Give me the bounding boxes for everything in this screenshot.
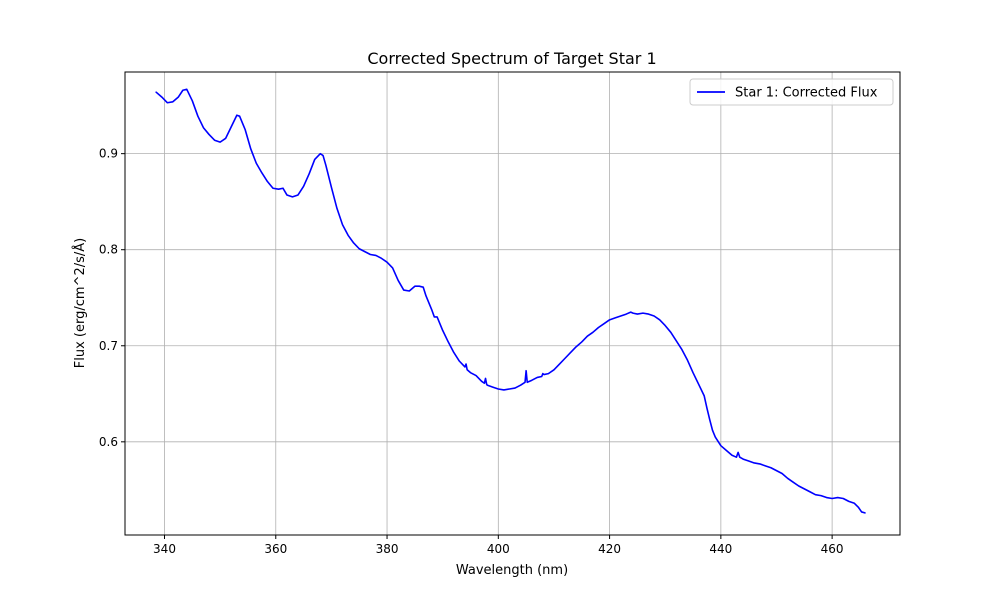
legend-label: Star 1: Corrected Flux bbox=[735, 86, 878, 101]
x-tick-label: 380 bbox=[376, 542, 399, 556]
y-tick-label: 0.6 bbox=[99, 435, 118, 449]
y-tick-label: 0.7 bbox=[99, 339, 118, 353]
x-axis-title: Wavelength (nm) bbox=[456, 563, 568, 578]
x-tick-label: 440 bbox=[709, 542, 732, 556]
x-tick-label: 340 bbox=[153, 542, 176, 556]
legend-box bbox=[689, 78, 894, 106]
y-tick-label: 0.8 bbox=[99, 243, 118, 257]
x-tick-label: 460 bbox=[821, 542, 844, 556]
x-tick-label: 400 bbox=[487, 542, 510, 556]
x-axis-ticks: 340 360 380 400 420 440 460 bbox=[153, 535, 844, 556]
legend: Star 1: Corrected Flux bbox=[689, 78, 894, 106]
series-line-star-1 bbox=[155, 88, 866, 514]
y-axis-title: Flux (erg/cm^2/s/Å) bbox=[72, 238, 88, 368]
chart-title: Corrected Spectrum of Target Star 1 bbox=[367, 49, 656, 68]
y-axis-ticks: 0.6 0.7 0.8 0.9 bbox=[99, 147, 125, 449]
x-tick-label: 420 bbox=[598, 542, 621, 556]
y-tick-label: 0.9 bbox=[99, 147, 118, 161]
x-tick-label: 360 bbox=[264, 542, 287, 556]
plot-frame bbox=[124, 71, 901, 536]
grid-lines bbox=[125, 72, 900, 535]
